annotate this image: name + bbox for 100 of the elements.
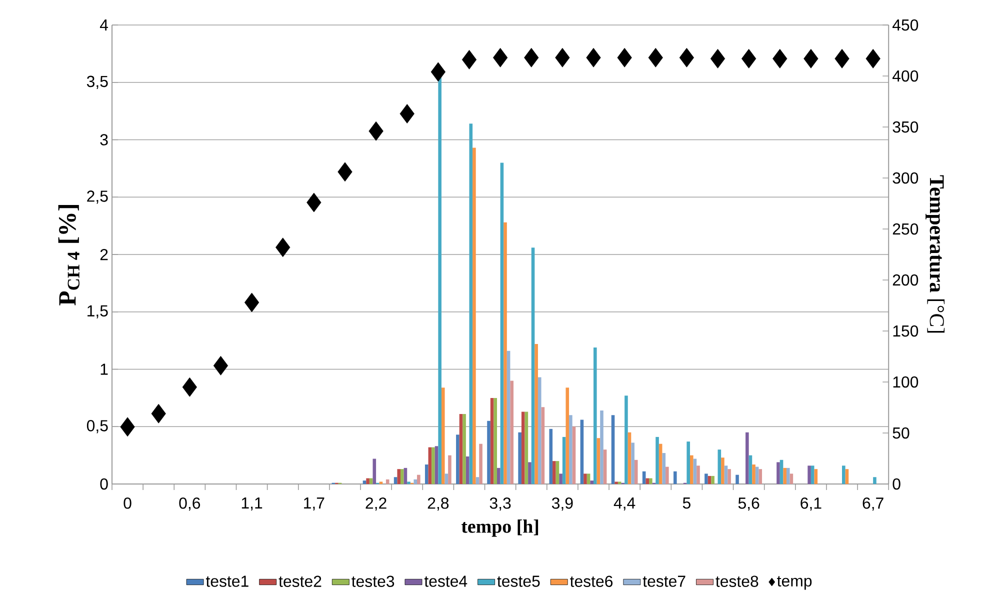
bar [662, 453, 666, 484]
bar [469, 124, 473, 484]
bar [506, 350, 510, 484]
bar [646, 478, 650, 484]
point [804, 48, 818, 68]
bar [686, 442, 690, 484]
point [151, 404, 166, 424]
legend-label: temp [777, 576, 812, 590]
bar [611, 415, 615, 484]
bar [552, 461, 556, 484]
bar [642, 471, 646, 484]
point [306, 192, 322, 212]
x-tick-label: 2,8 [428, 498, 449, 511]
point [648, 48, 663, 68]
bar [476, 477, 480, 484]
bar [549, 428, 553, 484]
y2-tick-label: 50 [892, 427, 910, 439]
y2-tick-label: 250 [892, 223, 918, 235]
bar [590, 480, 594, 484]
bar [524, 412, 528, 484]
bar [404, 468, 408, 484]
bar [424, 464, 428, 484]
x-tick-label: 1,7 [304, 498, 324, 511]
bar [479, 444, 482, 484]
bar [434, 446, 438, 484]
y2-tick-label: 450 [892, 19, 918, 31]
bar [724, 466, 728, 484]
y-tick-label: 1,5 [88, 305, 108, 318]
bar [500, 162, 504, 484]
x-tick-label: 2,2 [366, 498, 386, 511]
bar [842, 466, 846, 484]
bar [569, 415, 572, 484]
legend-label: teste2 [278, 576, 322, 587]
bar [428, 447, 432, 484]
bar [711, 476, 714, 484]
x-axis-title: tempo [h] [461, 520, 538, 537]
y-tick-label: 2,5 [87, 190, 108, 204]
bar [721, 458, 724, 484]
point [555, 48, 570, 68]
bar [673, 471, 677, 484]
bar [400, 469, 404, 484]
bar [704, 474, 708, 484]
bar [628, 432, 632, 484]
x-tick-label: 0 [124, 498, 132, 509]
point [617, 48, 632, 68]
bar [372, 458, 376, 484]
bar [472, 148, 476, 484]
bar [441, 388, 445, 484]
bar [580, 420, 584, 484]
y2-tick-label: 200 [892, 274, 918, 286]
bar [534, 344, 538, 484]
bar [634, 460, 638, 484]
bar [459, 414, 463, 484]
point [338, 162, 352, 182]
bar [808, 466, 811, 484]
bar [538, 377, 542, 484]
bar [780, 460, 784, 484]
point [741, 48, 756, 68]
bar [504, 222, 507, 484]
bar [518, 432, 522, 484]
point [182, 377, 197, 397]
x-tick-label: 3,3 [490, 498, 511, 511]
bar [696, 466, 700, 484]
bar [541, 407, 545, 484]
bar [562, 436, 566, 484]
bar [631, 442, 634, 484]
bar [736, 474, 739, 484]
bar [708, 476, 712, 484]
bar [845, 469, 849, 484]
bar [656, 436, 659, 484]
bar [746, 432, 749, 484]
legend-label: teste4 [424, 576, 468, 587]
bar [417, 474, 420, 484]
bar [531, 248, 535, 484]
y2-tick-label: 100 [893, 376, 918, 388]
point [492, 48, 508, 68]
point [866, 48, 880, 68]
legend-label: teste1 [206, 576, 248, 587]
point [368, 121, 384, 141]
x-tick-label: 4,4 [614, 498, 636, 511]
bar [728, 469, 731, 484]
bar [572, 426, 576, 484]
point [586, 48, 601, 68]
y2-tick-label: 0 [892, 478, 900, 490]
bar [566, 388, 570, 484]
y-tick-label: 0,5 [86, 420, 108, 434]
point [213, 356, 228, 376]
bar [752, 464, 756, 484]
legend-label: teste7 [642, 576, 686, 587]
bar [600, 410, 604, 484]
point [462, 50, 477, 70]
point [400, 104, 414, 124]
y2-axis-title: Temperatura [°C] [926, 175, 945, 333]
bar [394, 477, 398, 484]
bar [586, 474, 590, 484]
point [276, 238, 290, 258]
bar [414, 479, 418, 484]
bar [490, 398, 494, 484]
bar [666, 466, 669, 484]
bar [649, 478, 652, 484]
